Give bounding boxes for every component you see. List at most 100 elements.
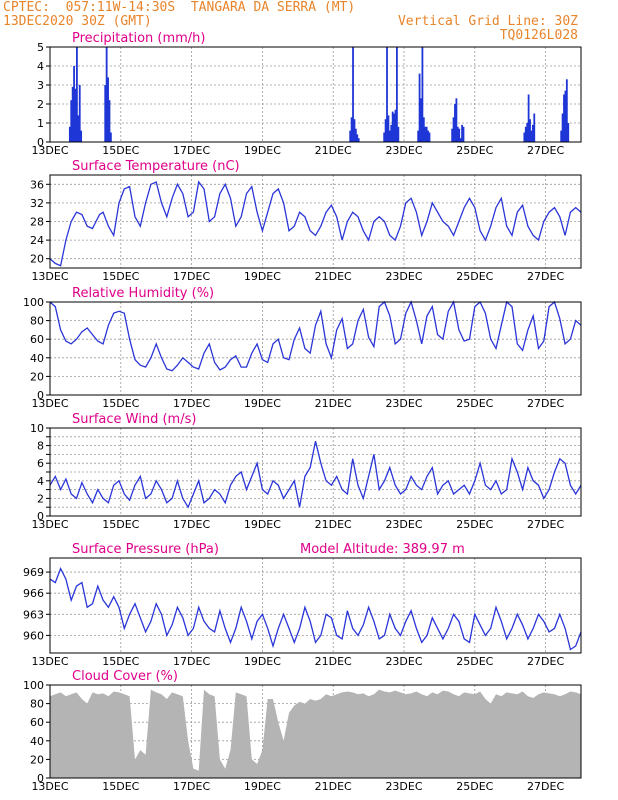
- x-tick-label: 19DEC: [244, 270, 281, 283]
- chart-title: Precipitation (mm/h): [72, 31, 205, 46]
- y-tick-label: 60: [30, 333, 44, 346]
- precip-bar: [357, 138, 360, 142]
- y-tick-label: 10: [30, 422, 44, 435]
- precip-bar: [524, 126, 527, 142]
- wind-line: [49, 441, 582, 509]
- header-station: CPTEC: 057:11W-14:30S TANGARA DA SERRA (…: [3, 0, 356, 15]
- plot-frame: [49, 301, 582, 396]
- rh-line: [49, 300, 582, 372]
- x-tick-label: 19DEC: [244, 397, 281, 410]
- y-tick-label: 8: [37, 440, 44, 453]
- chart-title: Cloud Cover (%): [72, 669, 178, 684]
- precip-bar: [352, 47, 354, 142]
- x-tick-label: 13DEC: [31, 270, 68, 283]
- precip-bar: [459, 138, 462, 142]
- x-tick-label: 25DEC: [456, 144, 493, 157]
- pres-line: [49, 566, 582, 651]
- precip-bar: [78, 85, 81, 142]
- precip-bar: [418, 73, 421, 142]
- y-tick-label: 100: [23, 679, 44, 692]
- y-tick-label: 5: [37, 41, 44, 54]
- precip-bar: [452, 117, 455, 142]
- precip-bar: [104, 85, 107, 142]
- precip-bar: [70, 100, 73, 142]
- header: CPTEC: 057:11W-14:30S TANGARA DA SERRA (…: [0, 0, 618, 45]
- precip-bar: [397, 126, 400, 142]
- y-tick-label: 2: [37, 98, 44, 111]
- precip-bar: [396, 47, 398, 142]
- precip-bar: [109, 132, 112, 142]
- precip-bar: [564, 90, 567, 142]
- precip-bar: [394, 109, 397, 142]
- precip-bar: [422, 117, 425, 142]
- precip-bar: [349, 130, 352, 142]
- y-tick-label: 100: [23, 296, 44, 309]
- precip-bar: [68, 126, 71, 142]
- chart-wind: 0 2 4 6 8 10 13DEC 15DEC 17DEC 19DEC 21DEC 23DEC 25D…: [30, 412, 582, 531]
- plot-border: [49, 684, 582, 779]
- header-run-date: 13DEC2020 30Z (GMT): [3, 14, 152, 29]
- precip-bar: [428, 132, 431, 142]
- precip-bar: [77, 115, 80, 142]
- plot-border: [49, 301, 582, 396]
- chart-title: Relative Humidity (%): [72, 286, 214, 301]
- header-model: TQ0126L028: [499, 28, 578, 43]
- precip-bar: [350, 117, 353, 142]
- precip-bar: [462, 126, 465, 142]
- x-tick-label: 27DEC: [527, 518, 564, 531]
- chart-title: Surface Pressure (hPa): [72, 542, 219, 557]
- x-tick-label: 23DEC: [385, 518, 422, 531]
- precip-bar: [393, 113, 395, 142]
- chart-rh: 0 20 40 60 80 100 13DEC 15DEC 17DEC 19DEC 21DEC 23D…: [23, 286, 582, 410]
- plot-border: [49, 557, 582, 654]
- precip-bar: [530, 130, 533, 142]
- precip-bar: [390, 124, 393, 142]
- precip-bar: [527, 94, 530, 142]
- x-tick-label: 15DEC: [102, 270, 139, 283]
- x-tick-label: 21DEC: [315, 270, 352, 283]
- precip-bar: [561, 113, 564, 142]
- x-tick-label: 17DEC: [173, 655, 210, 668]
- y-tick-label: 963: [23, 608, 44, 621]
- chart-cloud: 0 20 40 60 80 100 13DEC 15DEC 17DEC 19DEC 21DEC 23D…: [23, 669, 582, 793]
- x-tick-label: 23DEC: [385, 780, 422, 793]
- temp-line: [49, 180, 582, 267]
- x-tick-label: 25DEC: [456, 397, 493, 410]
- plot-border: [49, 174, 582, 269]
- precip-bar: [458, 128, 461, 142]
- precip-bar: [565, 79, 568, 142]
- x-tick-label: 17DEC: [173, 270, 210, 283]
- x-tick-label: 21DEC: [315, 144, 352, 157]
- y-tick-label: 4: [37, 475, 44, 488]
- precip-bar: [383, 132, 386, 142]
- y-tick-label: 28: [30, 216, 44, 229]
- precip-bar: [424, 126, 427, 142]
- y-tick-label: 20: [30, 370, 44, 383]
- chart-annotation: Model Altitude: 389.97 m: [300, 542, 465, 557]
- x-tick-label: 27DEC: [527, 780, 564, 793]
- x-tick-label: 15DEC: [102, 518, 139, 531]
- precip-bar: [425, 126, 428, 142]
- precip-bar: [107, 77, 109, 142]
- x-tick-label: 19DEC: [244, 144, 281, 157]
- y-tick-label: 1: [37, 117, 44, 130]
- precip-bar: [353, 119, 356, 142]
- chart-precip: 0 1 2 3 4 5 13DEC 15DEC 17DEC 19DEC 21DEC 23DEC 25DE…: [31, 31, 582, 157]
- precip-bar: [523, 132, 526, 142]
- y-tick-label: 966: [23, 587, 44, 600]
- precip-bar: [563, 94, 565, 142]
- precip-bar: [387, 115, 390, 142]
- precip-bar: [427, 130, 429, 142]
- x-tick-label: 17DEC: [173, 397, 210, 410]
- x-tick-label: 25DEC: [456, 780, 493, 793]
- plot-border: [49, 427, 582, 517]
- precip-bar: [73, 66, 75, 142]
- precip-bar: [421, 47, 424, 142]
- chart-pres: 960 963 966 969 13DEC 15DEC 17DEC 19DEC 21DEC 23D…: [23, 542, 582, 668]
- precip-bar: [76, 47, 78, 142]
- y-tick-label: 32: [30, 197, 44, 210]
- x-tick-label: 21DEC: [315, 655, 352, 668]
- x-tick-label: 19DEC: [244, 655, 281, 668]
- y-tick-label: 80: [30, 315, 44, 328]
